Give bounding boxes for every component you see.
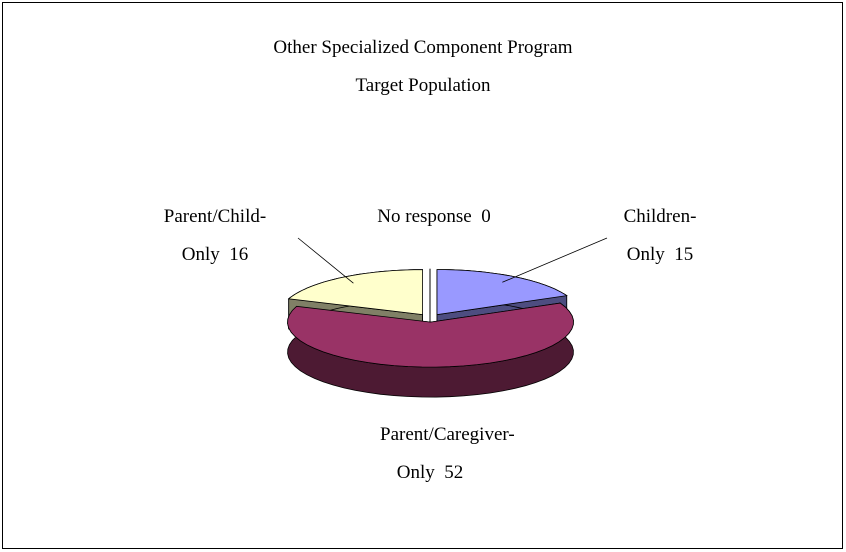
category-name: Parent/Child-Only <box>163 206 267 265</box>
chart-title: Other Specialized Component Program Targ… <box>273 37 573 96</box>
data-label: Parent/Caregiver-Only 52 <box>380 416 515 492</box>
category-name: No response <box>377 206 472 227</box>
category-name: Children-Only <box>623 206 697 265</box>
value-label: 15 <box>674 244 694 265</box>
slice <box>287 302 574 368</box>
category-name: Parent/Caregiver-Only <box>380 424 515 483</box>
leader-line <box>297 237 354 284</box>
data-label: No response 0 <box>369 198 499 236</box>
data-label: Children-Only 15 <box>610 198 710 274</box>
value-label: 0 <box>481 206 491 227</box>
value-label: 16 <box>229 244 249 265</box>
slice <box>287 269 424 316</box>
data-label: Parent/Child-Only 16 <box>148 198 283 274</box>
slice <box>436 269 568 316</box>
leader-line <box>502 237 608 283</box>
value-label: 52 <box>444 462 464 483</box>
